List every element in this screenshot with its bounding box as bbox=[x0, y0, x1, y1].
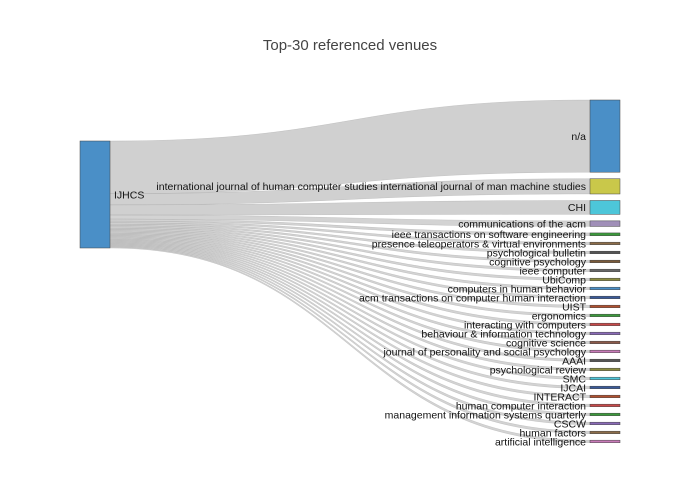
node-target-26[interactable] bbox=[589, 430, 621, 434]
node-target-3[interactable] bbox=[589, 220, 621, 227]
nodes-layer bbox=[79, 99, 621, 443]
node-target-11[interactable] bbox=[589, 295, 621, 299]
node-label-25: CSCW bbox=[554, 418, 586, 430]
node-target-6[interactable] bbox=[589, 250, 621, 254]
node-label-11: acm transactions on computer human inter… bbox=[359, 292, 586, 304]
chart-title: Top-30 referenced venues bbox=[263, 37, 437, 54]
node-target-18[interactable] bbox=[589, 358, 621, 362]
node-source[interactable] bbox=[79, 140, 111, 249]
node-target-4[interactable] bbox=[589, 232, 621, 236]
node-label-8: ieee computer bbox=[519, 265, 586, 277]
node-target-10[interactable] bbox=[589, 286, 621, 290]
node-label-15: behaviour & information technology bbox=[421, 328, 586, 340]
node-label-19: psychological review bbox=[490, 364, 587, 376]
node-label-27: artificial intelligence bbox=[495, 436, 586, 448]
node-target-21[interactable] bbox=[589, 385, 621, 389]
node-label-21: IJCAI bbox=[560, 382, 586, 394]
node-label-17: journal of personality and social psycho… bbox=[382, 346, 586, 358]
node-label-13: ergonomics bbox=[532, 310, 586, 322]
node-label-24: management information systems quarterly bbox=[385, 409, 587, 421]
node-label-18: AAAI bbox=[562, 355, 586, 367]
node-label-14: interacting with computers bbox=[464, 319, 586, 331]
node-label-2: CHI bbox=[568, 202, 586, 214]
labels-layer: IJHCS n/a international journal of human c… bbox=[114, 131, 587, 448]
node-label-1: international journal of human computer … bbox=[156, 181, 586, 193]
node-target-25[interactable] bbox=[589, 421, 621, 425]
node-label-16: cognitive science bbox=[506, 337, 586, 349]
node-label-4: ieee transactions on software engineerin… bbox=[392, 229, 587, 241]
node-label-10: computers in human behavior bbox=[448, 283, 587, 295]
node-target-7[interactable] bbox=[589, 259, 621, 263]
node-label-5: presence teleoperators & virtual environ… bbox=[372, 238, 586, 250]
node-target-14[interactable] bbox=[589, 322, 621, 326]
node-target-5[interactable] bbox=[589, 241, 621, 245]
node-target-12[interactable] bbox=[589, 304, 621, 308]
links-layer bbox=[109, 99, 591, 443]
node-target-1[interactable] bbox=[589, 178, 621, 195]
node-label-source: IJHCS bbox=[114, 190, 144, 202]
node-label-3: communications of the acm bbox=[458, 218, 586, 230]
node-target-2[interactable] bbox=[589, 200, 621, 215]
node-target-22[interactable] bbox=[589, 394, 621, 398]
node-label-23: human computer interaction bbox=[456, 400, 586, 412]
node-target-13[interactable] bbox=[589, 313, 621, 317]
node-target-0[interactable] bbox=[589, 99, 621, 173]
node-label-12: UIST bbox=[562, 301, 587, 313]
node-label-0: n/a bbox=[571, 131, 586, 143]
node-label-22: INTERACT bbox=[534, 391, 587, 403]
node-target-15[interactable] bbox=[589, 331, 621, 335]
node-target-19[interactable] bbox=[589, 367, 621, 371]
node-target-16[interactable] bbox=[589, 340, 621, 344]
node-label-20: SMC bbox=[563, 373, 587, 385]
node-target-24[interactable] bbox=[589, 412, 621, 416]
node-label-9: UbiComp bbox=[542, 274, 586, 286]
node-target-9[interactable] bbox=[589, 277, 621, 281]
node-label-26: human factors bbox=[519, 427, 586, 439]
node-target-27[interactable] bbox=[589, 439, 621, 443]
node-target-8[interactable] bbox=[589, 268, 621, 272]
node-label-6: psychological bulletin bbox=[487, 247, 586, 259]
node-target-17[interactable] bbox=[589, 349, 621, 353]
node-label-7: cognitive psychology bbox=[489, 256, 587, 268]
node-target-23[interactable] bbox=[589, 403, 621, 407]
node-target-20[interactable] bbox=[589, 376, 621, 380]
